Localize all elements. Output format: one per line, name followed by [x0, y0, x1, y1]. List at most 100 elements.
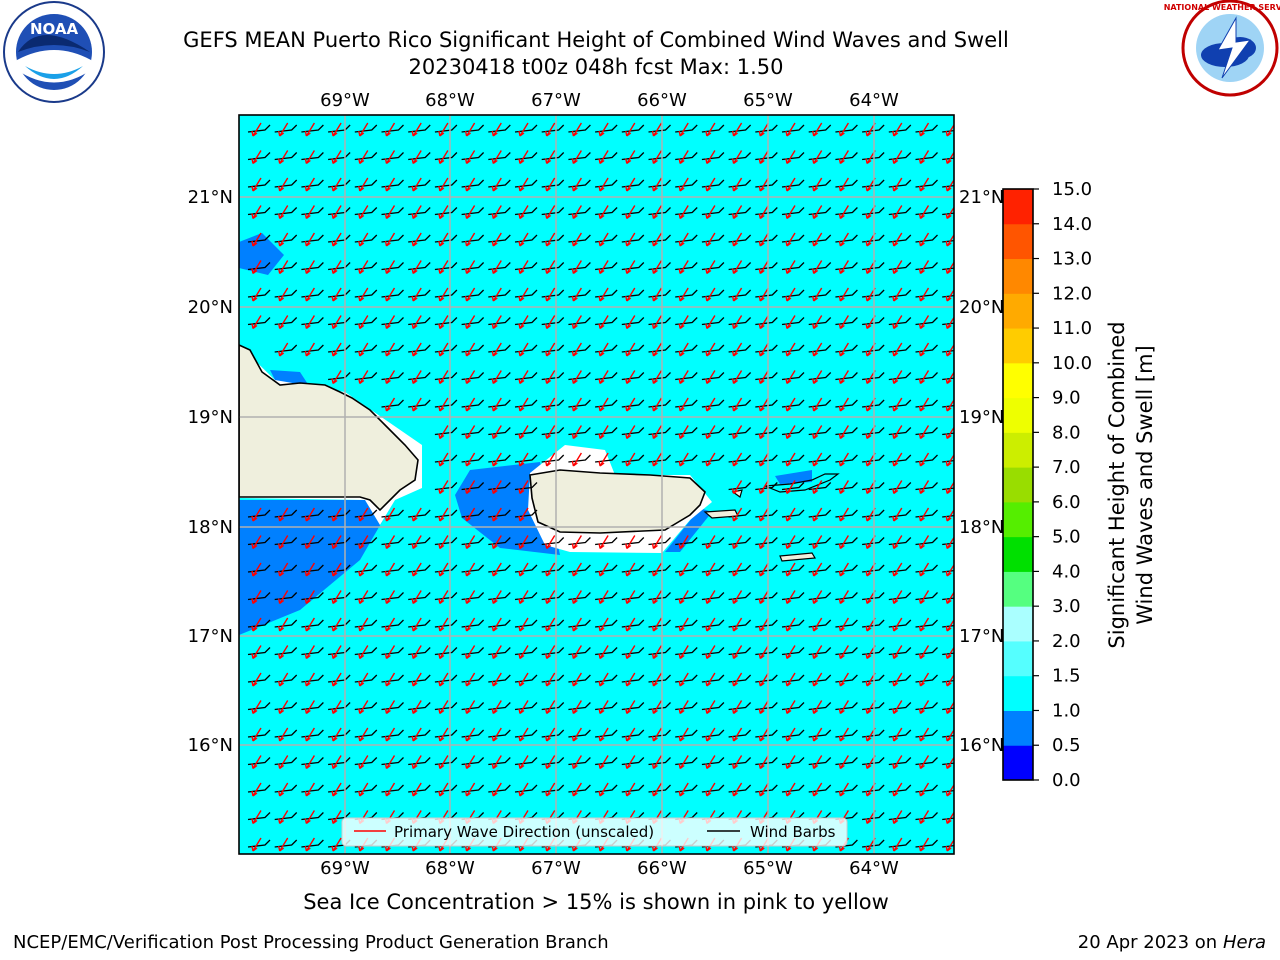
wind-barb: [408, 234, 431, 243]
wave-arrow: [304, 205, 315, 220]
wind-barb: [354, 344, 378, 353]
wind-barb: [621, 757, 645, 766]
wave-arrow: [331, 535, 342, 550]
wind-barb: [247, 317, 271, 326]
lat-label: 18°N: [959, 517, 1004, 538]
wind-barb: [862, 124, 885, 133]
wave-arrow: [411, 700, 422, 715]
colorbar-tick-label: 1.5: [1052, 666, 1081, 687]
wave-arrow: [464, 397, 476, 412]
wave-arrow: [838, 452, 849, 467]
wind-barb: [541, 372, 565, 381]
wind-barb: [354, 234, 378, 243]
wave-arrow: [678, 672, 689, 687]
wind-barb: [541, 234, 565, 243]
wave-arrow: [571, 590, 582, 605]
wave-arrow: [331, 700, 342, 715]
wind-barb: [942, 239, 954, 243]
lon-label: 65°W: [743, 90, 793, 111]
wind-barb: [942, 212, 954, 216]
wind-barb: [301, 839, 324, 848]
wind-barb: [488, 399, 511, 408]
wind-barb: [247, 647, 271, 656]
wave-arrow: [304, 232, 315, 247]
wave-arrow: [731, 535, 743, 550]
wind-barb: [461, 564, 485, 573]
wave-arrow: [491, 397, 502, 412]
wave-arrow: [892, 727, 903, 742]
wind-barb: [488, 207, 511, 216]
wave-arrow: [411, 370, 422, 385]
wind-barb: [568, 124, 591, 133]
wind-barb: [595, 619, 618, 628]
wave-arrow: [278, 782, 289, 797]
wave-arrow: [518, 645, 529, 660]
wave-arrow: [838, 232, 849, 247]
wind-barb: [514, 674, 538, 683]
low-wave-region-east: [665, 508, 712, 552]
colorbar-segment: [1003, 675, 1033, 711]
wind-barb: [568, 344, 591, 353]
wave-arrow: [331, 315, 342, 330]
wind-barb: [942, 322, 954, 326]
wind-barb: [648, 289, 671, 298]
wave-arrow: [812, 727, 823, 742]
wave-arrow: [545, 700, 556, 715]
wind-barb: [888, 399, 912, 408]
wave-arrow: [411, 397, 422, 412]
wave-arrow: [358, 672, 369, 687]
wind-barb: [835, 124, 858, 133]
wind-barb: [648, 537, 671, 546]
wind-barb: [675, 207, 698, 216]
wind-barb: [781, 592, 805, 601]
wave-arrow: [518, 342, 529, 357]
wave-arrow: [251, 645, 262, 660]
wave-arrow: [331, 590, 342, 605]
wave-arrow: [518, 287, 529, 302]
wind-barb: [942, 432, 954, 436]
wind-barb: [541, 317, 565, 326]
wind-barb: [728, 592, 752, 601]
wave-arrow: [411, 590, 422, 605]
wind-barb: [274, 812, 298, 821]
wave-arrow: [918, 287, 930, 302]
wind-barb: [888, 152, 912, 161]
wind-barb: [648, 399, 671, 408]
wind-barb: [942, 542, 954, 546]
wave-arrow: [358, 122, 369, 137]
wind-barb: [675, 372, 698, 381]
wind-barb: [755, 317, 778, 326]
wind-barb: [488, 537, 511, 546]
wind-barb: [781, 509, 805, 518]
lat-label: 21°N: [188, 187, 233, 208]
colorbar-tick-label: 5.0: [1052, 527, 1081, 548]
wave-arrow: [651, 590, 663, 605]
wave-arrow: [304, 755, 315, 770]
wave-arrow: [304, 590, 315, 605]
wind-barb: [915, 234, 938, 243]
wind-barb: [541, 757, 565, 766]
wind-barb: [595, 592, 618, 601]
wave-arrow: [892, 397, 903, 412]
wind-barb: [888, 537, 912, 546]
wave-arrow: [731, 425, 743, 440]
wave-arrow: [758, 727, 769, 742]
wind-barb: [942, 514, 954, 518]
wind-barb: [568, 317, 591, 326]
colorbar-segment: [1003, 501, 1033, 538]
wave-arrow: [598, 755, 609, 770]
wave-arrow: [411, 150, 422, 165]
wave-arrow: [411, 535, 422, 550]
wind-barb: [408, 537, 431, 546]
wind-barb: [915, 702, 938, 711]
wave-arrow: [358, 700, 369, 715]
wave-arrow: [625, 150, 636, 165]
wind-barb: [488, 344, 511, 353]
wave-arrow: [331, 177, 342, 192]
wave-arrow: [678, 700, 689, 715]
wave-arrow: [918, 837, 930, 852]
wave-arrow: [384, 177, 396, 192]
wave-arrow: [625, 700, 636, 715]
wave-arrow: [651, 287, 663, 302]
wave-arrow: [251, 837, 262, 852]
